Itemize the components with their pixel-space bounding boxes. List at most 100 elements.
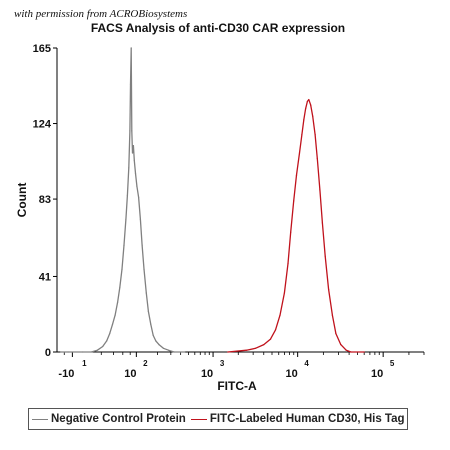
y-tick-label-1: 41 [39, 271, 51, 283]
facs-histogram-chart: FACS Analysis of anti-CD30 CAR expressio… [15, 21, 425, 393]
series-1-point-12 [298, 152, 301, 154]
series-0-point-38 [173, 351, 175, 353]
series-1-point-26 [331, 314, 333, 316]
series-0-point-20 [131, 130, 133, 132]
x-tick-label-exp-2: 3 [220, 359, 225, 368]
series-1-point-1 [245, 349, 248, 351]
x-tick-label-exp-3: 4 [304, 359, 309, 368]
series-0-point-10 [117, 301, 119, 303]
series-0-point-22 [132, 145, 134, 147]
series-0-point-24 [134, 172, 137, 174]
series-0-point-35 [158, 344, 160, 346]
series-0-point-34 [155, 340, 157, 342]
series-0-point-37 [167, 349, 170, 351]
x-tick-label-exp-4: 5 [390, 359, 395, 368]
series-0-point-14 [125, 218, 127, 220]
series-1-point-30 [350, 351, 352, 353]
series-0-point-33 [152, 334, 154, 336]
series-1-point-0 [227, 351, 229, 353]
series-0-point-6 [106, 340, 108, 342]
series-1-point-9 [290, 231, 292, 233]
series-0-point-13 [123, 244, 125, 246]
series-1-point-11 [295, 174, 298, 176]
series-1-point-7 [283, 292, 285, 294]
y-tick-label-0: 0 [45, 347, 51, 359]
axes: 0 41 83 124 165 -10 1 10 2 10 3 10 4 10 5 [33, 43, 425, 380]
chart-legend: Negative Control Protein FITC-Labeled Hu… [28, 408, 408, 430]
legend-swatch-negative-control [32, 418, 48, 420]
x-tick-label-base-2: 10 [201, 368, 213, 380]
series-0-point-29 [143, 268, 145, 270]
x-tick-label-base-3: 10 [286, 368, 298, 380]
series-0-point-2 [82, 351, 84, 353]
series-1-point-13 [301, 134, 303, 136]
series-1-point-19 [312, 115, 314, 117]
series-1-point-8 [287, 263, 289, 265]
series-1-point-14 [303, 119, 305, 121]
series-0-point-30 [145, 292, 147, 294]
legend-swatch-fitc-cd30 [190, 418, 207, 420]
series-0-point-31 [147, 310, 149, 313]
series-0-point-28 [141, 244, 143, 246]
series-1-point-25 [328, 288, 330, 290]
series-0-point-11 [119, 286, 121, 289]
series-1 [227, 98, 365, 353]
series-1-point-31 [363, 351, 365, 353]
series-0-point-0 [60, 351, 62, 353]
series-0-point-32 [150, 323, 152, 325]
legend-label-fitc-cd30: FITC-Labeled Human CD30, His Tag [209, 413, 405, 425]
series-0-point-27 [139, 218, 141, 220]
series-1-point-23 [321, 222, 323, 224]
series-1-point-16 [306, 100, 308, 102]
series-0-point-12 [121, 268, 123, 270]
y-axis-label: Count [15, 183, 29, 218]
y-tick-label-3: 124 [33, 119, 52, 131]
series-1-point-21 [316, 157, 318, 160]
y-tick-label-4: 165 [33, 43, 51, 55]
series-1-point-27 [335, 333, 337, 335]
legend-item-negative-control: Negative Control Protein [32, 413, 186, 425]
series-0-point-17 [129, 130, 131, 132]
x-tick-label-exp-0: 1 [82, 359, 87, 368]
series-line-0 [60, 47, 185, 353]
series-1-point-24 [324, 255, 326, 257]
permission-credit: with permission from ACROBiosystems [14, 8, 188, 20]
x-tick-label-exp-1: 2 [143, 359, 148, 368]
series-line-1 [227, 98, 365, 353]
series-1-point-2 [254, 347, 257, 349]
series-1-point-18 [310, 104, 312, 106]
x-tick-label-base-0: -10 [58, 368, 74, 380]
x-tick-label-base-1: 10 [124, 368, 136, 380]
series-1-point-4 [269, 338, 272, 340]
series-1-point-20 [314, 134, 316, 136]
series-0-point-21 [131, 152, 134, 154]
chart-title: FACS Analysis of anti-CD30 CAR expressio… [91, 21, 345, 35]
series-0-point-5 [102, 345, 104, 348]
series-0-point-25 [136, 185, 138, 187]
series-0-point-18 [129, 84, 132, 86]
x-axis-label: FITC-A [217, 379, 257, 393]
series-0-point-3 [90, 351, 92, 353]
series-0-point-9 [114, 314, 116, 316]
series-0-point-39 [184, 351, 186, 353]
series-0-point-19 [130, 47, 132, 49]
series-1-point-3 [263, 344, 265, 346]
series-0-point-15 [126, 194, 128, 196]
y-tick-label-2: 83 [39, 194, 51, 206]
series-0-point-1 [67, 351, 69, 353]
series-0-point-36 [162, 347, 164, 349]
series-0-point-7 [109, 333, 111, 335]
series-layer [60, 47, 365, 353]
series-1-point-29 [345, 349, 347, 351]
series-1-point-6 [279, 314, 281, 316]
series-1-point-28 [340, 344, 342, 346]
series-1-point-22 [319, 189, 321, 191]
series-0-point-23 [133, 159, 135, 161]
legend-item-fitc-cd30: FITC-Labeled Human CD30, His Tag [190, 413, 405, 425]
series-1-point-5 [274, 329, 277, 331]
series-0-point-4 [96, 349, 98, 351]
series-0 [60, 47, 186, 353]
x-tick-label-base-4: 10 [371, 368, 383, 380]
legend-label-negative-control: Negative Control Protein [51, 413, 186, 425]
